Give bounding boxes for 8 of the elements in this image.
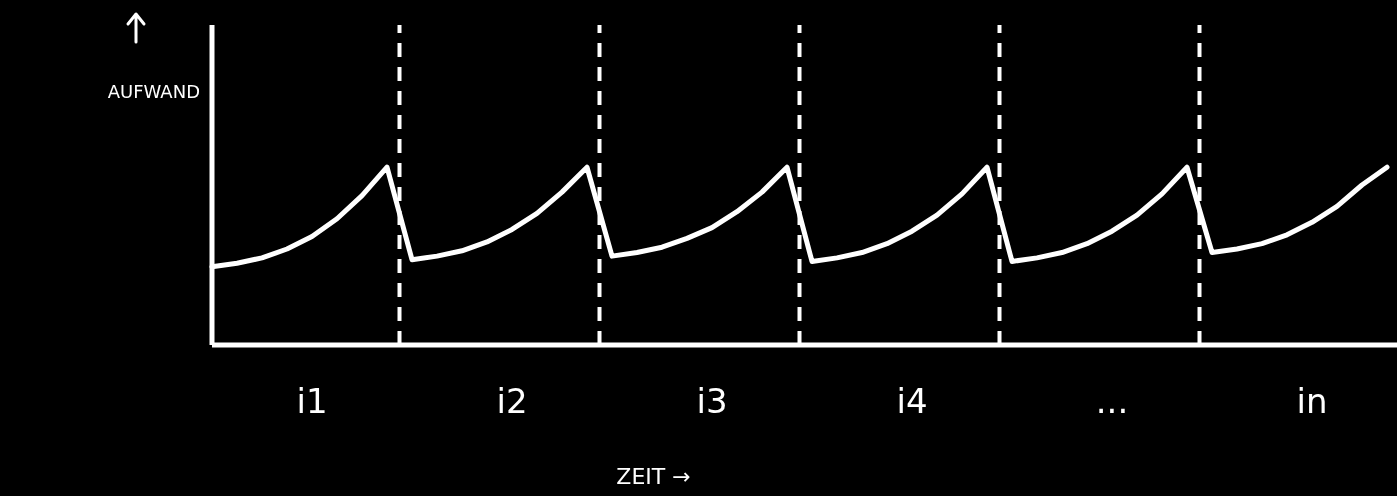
y-axis-title: AUFWAND bbox=[107, 81, 200, 102]
x-tick-label: ... bbox=[1095, 381, 1129, 421]
x-tick-label: i3 bbox=[696, 381, 728, 421]
x-tick-label: in bbox=[1296, 381, 1328, 421]
x-axis-title: ZEIT → bbox=[616, 464, 691, 489]
x-tick-label: i1 bbox=[296, 381, 328, 421]
x-tick-label: i2 bbox=[496, 381, 528, 421]
x-tick-label: i4 bbox=[896, 381, 928, 421]
